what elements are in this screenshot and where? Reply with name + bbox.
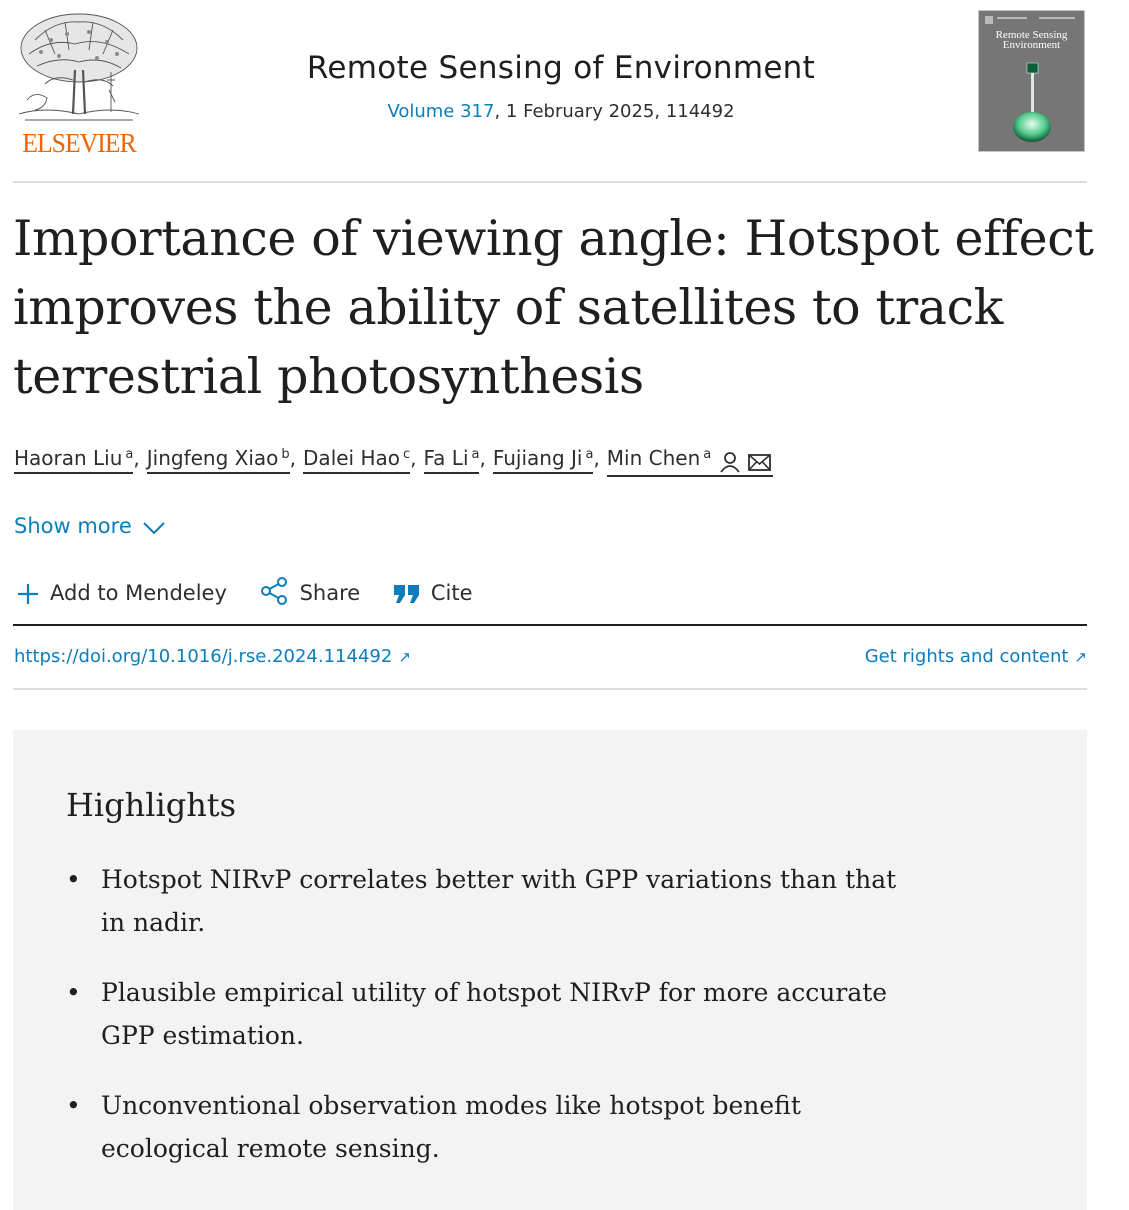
corresponding-author-link[interactable]: Min Chen a (606, 446, 774, 477)
external-link-icon: ↗ (1074, 648, 1087, 666)
rights-and-content-link[interactable]: Get rights and content ↗ (865, 645, 1087, 669)
author-separator: , (410, 446, 417, 470)
author-name: Haoran Liu (14, 446, 123, 470)
show-more-toggle[interactable]: Show more (14, 512, 166, 540)
elsevier-logo[interactable]: ELSEVIER (13, 10, 145, 160)
author-separator: , (479, 446, 486, 470)
highlight-text: Hotspot NIRvP correlates better with GPP… (101, 865, 897, 937)
external-link-icon: ↗ (398, 648, 411, 666)
author-separator: , (593, 446, 600, 470)
cite-button[interactable]: Cite (393, 577, 473, 609)
bullet: • (66, 978, 81, 1007)
author-contact-icons (719, 449, 773, 473)
author-link[interactable]: Haoran Liu a (14, 446, 134, 474)
highlight-item: • Hotspot NIRvP correlates better with GP… (66, 858, 906, 944)
journal-info: Remote Sensing of Environment Volume 317… (213, 46, 909, 124)
actions-divider (13, 624, 1087, 626)
author-name: Dalei Hao (303, 446, 400, 470)
author-link[interactable]: Fujiang Ji a (492, 446, 594, 474)
journal-header: ELSEVIER Remote Sensing of Environment V… (13, 10, 1087, 180)
highlight-text: Plausible empirical utility of hotspot N… (101, 978, 888, 1050)
quote-icon (393, 585, 419, 603)
show-more-label: Show more (14, 514, 132, 538)
journal-title[interactable]: Remote Sensing of Environment (306, 50, 816, 86)
author-name: Min Chen (606, 446, 701, 470)
elsevier-wordmark: ELSEVIER (22, 128, 136, 158)
header-divider (13, 181, 1087, 183)
mail-icon (748, 454, 772, 471)
article-actions: Add to Mendeley Share Cite (16, 576, 499, 608)
author-link[interactable]: Jingfeng Xiao b (146, 446, 290, 474)
affiliation-marker: c (403, 447, 411, 462)
journal-cover-thumbnail[interactable]: Remote Sensing Environment (978, 10, 1085, 152)
bullet: • (66, 1091, 81, 1120)
cite-label: Cite (430, 581, 473, 605)
elsevier-tree-logo-icon (18, 13, 140, 121)
chevron-down-icon (143, 522, 165, 535)
journal-meta: Volume 317, 1 February 2025, 114492 (213, 100, 909, 124)
author-link[interactable]: Dalei Hao c (303, 446, 411, 474)
affiliation-marker: a (703, 447, 712, 462)
share-label: Share (299, 581, 361, 605)
highlight-item: • Plausible empirical utility of hotspot … (66, 971, 906, 1057)
author-name: Fujiang Ji (492, 446, 583, 470)
author-separator: , (133, 446, 140, 470)
person-icon (720, 452, 740, 473)
affiliation-marker: a (471, 447, 480, 462)
affiliation-marker: a (585, 447, 594, 462)
highlights-list: • Hotspot NIRvP correlates better with GP… (66, 858, 906, 1197)
bullet: • (66, 865, 81, 894)
author-separator: , (289, 446, 297, 470)
plus-icon (18, 584, 38, 604)
add-to-mendeley-label: Add to Mendeley (50, 581, 227, 605)
affiliation-marker: a (125, 447, 134, 462)
issue-info: , 1 February 2025, 114492 (494, 101, 735, 122)
add-to-mendeley-button[interactable]: Add to Mendeley (16, 577, 227, 609)
cover-artwork-icon (979, 11, 1084, 151)
share-button[interactable]: Share (260, 576, 361, 609)
volume-link[interactable]: Volume 317 (387, 101, 495, 122)
cover-journal-title: Remote Sensing Environment (995, 29, 1068, 51)
author-link[interactable]: Fa Li a (423, 446, 480, 474)
highlights-section: Highlights • Hotspot NIRvP correlates bet… (13, 730, 1087, 1210)
doi-link[interactable]: https://doi.org/10.1016/j.rse.2024.11449… (14, 645, 411, 669)
rights-text: Get rights and content (864, 646, 1069, 667)
author-list: Haoran Liu a, Jingfeng Xiao b, Dalei Hao c, Fa… (14, 446, 774, 480)
highlight-text: Unconventional observation modes like ho… (101, 1091, 801, 1163)
affiliation-marker: b (281, 447, 290, 462)
doi-text: https://doi.org/10.1016/j.rse.2024.11449… (14, 646, 393, 667)
share-icon (260, 577, 287, 605)
author-name: Jingfeng Xiao (146, 446, 279, 470)
highlight-item: • Unconventional observation modes like h… (66, 1084, 906, 1170)
article-title: Importance of viewing angle: Hotspot eff… (13, 210, 1094, 405)
links-divider (13, 688, 1087, 690)
highlights-heading: Highlights (66, 786, 237, 824)
author-name: Fa Li (423, 446, 469, 470)
